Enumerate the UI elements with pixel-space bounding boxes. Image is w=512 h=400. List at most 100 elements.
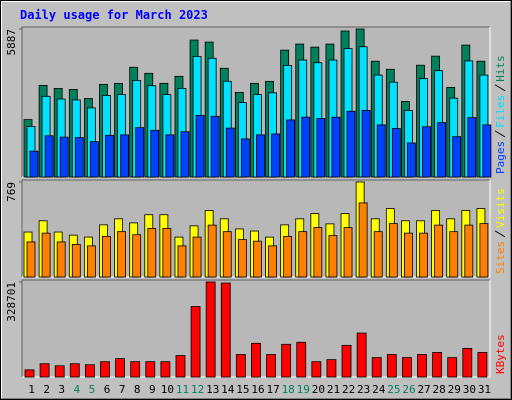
x-tick-label: 31 bbox=[478, 383, 491, 396]
legend-label: Files bbox=[494, 95, 507, 128]
x-tick-label: 23 bbox=[357, 383, 370, 396]
bar bbox=[388, 223, 398, 278]
bar bbox=[301, 116, 311, 178]
bar bbox=[313, 227, 323, 278]
x-tick-label: 21 bbox=[327, 383, 340, 396]
legend-label: Visits bbox=[494, 188, 507, 228]
bar bbox=[180, 131, 190, 178]
bar bbox=[341, 344, 352, 378]
bar bbox=[192, 236, 202, 278]
bar bbox=[298, 231, 308, 278]
bar bbox=[56, 241, 66, 278]
bar bbox=[145, 361, 156, 378]
bar bbox=[132, 234, 142, 278]
x-tick-label: 14 bbox=[221, 383, 235, 396]
x-tick-label: 11 bbox=[176, 383, 189, 396]
bar bbox=[102, 235, 111, 278]
bar bbox=[147, 228, 157, 278]
bar bbox=[482, 124, 492, 178]
x-tick-label: 18 bbox=[282, 383, 295, 396]
x-tick-label: 6 bbox=[104, 383, 111, 396]
x-tick-label: 13 bbox=[206, 383, 219, 396]
bar bbox=[235, 354, 246, 378]
bar bbox=[237, 239, 247, 278]
bar bbox=[358, 202, 368, 278]
panel-bevel-dark bbox=[21, 26, 490, 177]
bar bbox=[356, 332, 367, 378]
x-tick-label: 15 bbox=[236, 383, 249, 396]
bar bbox=[54, 365, 65, 378]
bar bbox=[210, 115, 220, 178]
bar bbox=[371, 357, 382, 378]
bar bbox=[346, 110, 356, 178]
bar bbox=[434, 224, 444, 278]
legend-separator bbox=[494, 230, 506, 238]
bar bbox=[268, 245, 277, 278]
bar bbox=[207, 224, 217, 278]
x-tick-label: 16 bbox=[251, 383, 264, 396]
x-tick-label: 19 bbox=[297, 383, 310, 396]
bar bbox=[89, 141, 99, 178]
bar bbox=[175, 355, 186, 378]
x-tick-label: 27 bbox=[417, 383, 430, 396]
x-tick-label: 3 bbox=[58, 383, 65, 396]
bar bbox=[160, 361, 171, 378]
bar bbox=[39, 363, 50, 378]
bar bbox=[130, 361, 141, 378]
bar bbox=[361, 110, 371, 178]
chart-title: Daily usage for March 2023 bbox=[20, 8, 208, 22]
bar bbox=[467, 117, 477, 178]
bar bbox=[190, 306, 201, 378]
bar bbox=[283, 235, 293, 278]
bar bbox=[165, 134, 175, 178]
bar bbox=[462, 348, 473, 378]
bar bbox=[41, 232, 51, 278]
bar bbox=[44, 135, 54, 178]
bar bbox=[328, 235, 338, 278]
panel-bevel-dark bbox=[21, 179, 490, 277]
y-tick-label: 769 bbox=[5, 182, 18, 202]
bar bbox=[74, 137, 84, 178]
bar bbox=[162, 228, 172, 278]
bar bbox=[220, 282, 231, 378]
bar bbox=[373, 231, 383, 278]
bar bbox=[84, 364, 95, 378]
legend-label: Pages bbox=[494, 141, 507, 174]
bar bbox=[386, 354, 397, 378]
bar bbox=[150, 129, 160, 178]
bar bbox=[100, 361, 110, 378]
panel-bevel-dark bbox=[21, 279, 490, 377]
x-tick-label: 4 bbox=[74, 383, 81, 396]
x-tick-label: 7 bbox=[119, 383, 126, 396]
x-tick-label: 9 bbox=[149, 383, 156, 396]
y-tick-group: 5887 bbox=[5, 29, 18, 56]
y-tick-group: 328701 bbox=[5, 282, 18, 322]
x-tick-label: 28 bbox=[433, 383, 446, 396]
x-tick-label: 25 bbox=[387, 383, 400, 396]
x-tick-label: 29 bbox=[448, 383, 461, 396]
bar bbox=[417, 354, 427, 378]
bar bbox=[437, 122, 447, 178]
bar bbox=[195, 114, 205, 178]
legend-label: KBytes bbox=[494, 334, 507, 374]
bar bbox=[326, 359, 337, 378]
legend: Sites Visits bbox=[494, 188, 507, 274]
bar bbox=[26, 241, 36, 278]
bar bbox=[477, 352, 488, 378]
legend: Pages Files Hits bbox=[494, 55, 507, 174]
x-tick-label: 17 bbox=[266, 383, 279, 396]
x-tick-label: 12 bbox=[191, 383, 204, 396]
bar bbox=[447, 357, 458, 378]
bar bbox=[316, 118, 326, 178]
legend: KBytes bbox=[494, 334, 507, 374]
bar bbox=[256, 134, 265, 178]
x-tick-label: 5 bbox=[89, 383, 96, 396]
bar bbox=[222, 231, 232, 278]
bar bbox=[331, 116, 341, 178]
x-tick-label: 30 bbox=[463, 383, 476, 396]
bar bbox=[59, 136, 69, 178]
legend-label: Hits bbox=[494, 55, 507, 82]
